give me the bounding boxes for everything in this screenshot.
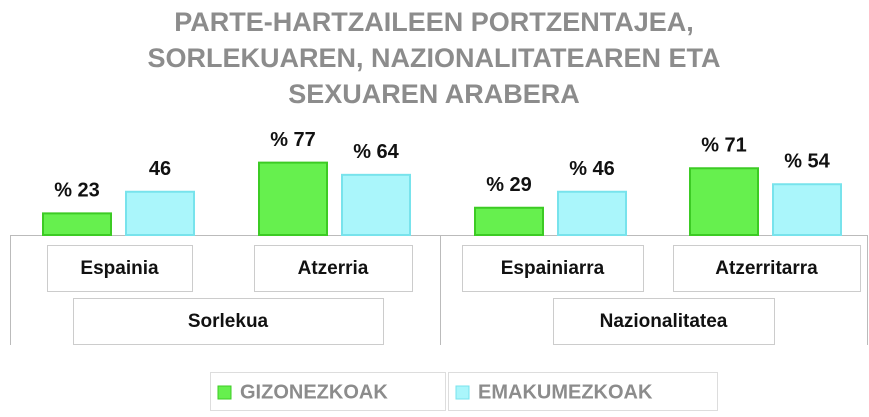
legend-box: [448, 372, 718, 411]
category-box: [673, 245, 861, 292]
chart-title: SEXUAREN ARABERA: [288, 79, 580, 109]
group-box: [73, 298, 384, 345]
x-tick-label: Atzerria: [298, 258, 369, 279]
bar: [125, 190, 195, 236]
bar: [557, 190, 627, 236]
legend-box: [210, 372, 446, 411]
data-label: % 64: [353, 141, 399, 163]
legend-swatch: [455, 385, 470, 400]
legend-label: GIZONEZKOAK: [240, 381, 388, 403]
x-tick-label: Atzerritarra: [715, 258, 818, 279]
data-label: % 46: [569, 158, 615, 180]
bar: [474, 206, 544, 237]
group-label: Sorlekua: [188, 311, 269, 332]
group-box: [553, 298, 775, 345]
bar: [341, 173, 411, 236]
x-tick-label: Espainia: [80, 258, 159, 279]
x-tick-label: Espainiarra: [501, 258, 605, 279]
category-box: [462, 245, 644, 292]
data-label: % 23: [54, 180, 100, 202]
data-label: 46: [149, 158, 171, 180]
data-label: % 54: [784, 151, 830, 173]
legend-label: EMAKUMEZKOAK: [478, 381, 653, 403]
category-box: [47, 245, 193, 292]
group-label: Nazionalitatea: [600, 311, 728, 332]
legend-swatch: [217, 385, 232, 400]
data-label: % 77: [270, 129, 316, 151]
chart-title: PARTE-HARTZAILEEN PORTZENTAJEA,: [174, 7, 694, 37]
bar: [42, 212, 112, 237]
chart-title: SORLEKUAREN, NAZIONALITATEAREN ETA: [148, 43, 721, 73]
bar: [772, 183, 842, 237]
bar: [689, 167, 759, 236]
category-box: [254, 245, 413, 292]
data-label: % 71: [701, 135, 747, 157]
data-label: % 29: [486, 174, 532, 196]
bar: [258, 161, 328, 236]
